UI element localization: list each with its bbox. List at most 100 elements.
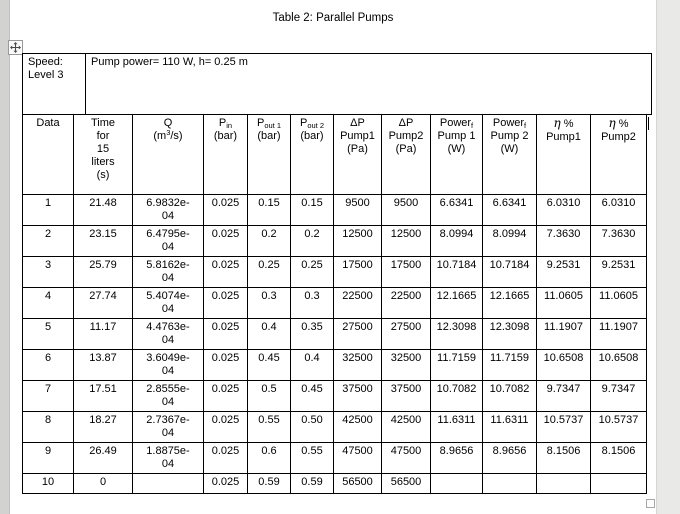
data-cell[interactable]: 23.15	[73, 225, 133, 257]
data-cell[interactable]: 11.0605	[536, 287, 591, 319]
data-cell[interactable]: 37500	[333, 380, 382, 412]
data-cell[interactable]: 10.7082	[430, 380, 483, 412]
data-cell[interactable]: 10	[22, 473, 74, 494]
data-cell[interactable]: 0.15	[247, 194, 291, 226]
data-cell[interactable]: 9.2531	[536, 256, 591, 288]
data-cell[interactable]: 8.9656	[482, 442, 537, 474]
data-cell[interactable]: 25.79	[73, 256, 133, 288]
data-cell[interactable]: 8.0994	[430, 225, 483, 257]
data-cell[interactable]: 10.6508	[590, 349, 647, 381]
data-cell[interactable]: 10.7082	[482, 380, 537, 412]
data-cell[interactable]: 8.1506	[590, 442, 647, 474]
speed-level-cell[interactable]: Speed: Level 3	[22, 53, 86, 115]
data-cell[interactable]: 0.025	[203, 411, 248, 443]
data-cell[interactable]: 8	[22, 411, 74, 443]
data-cell[interactable]: 3.6049e- 04	[132, 349, 204, 381]
data-cell[interactable]: 10.5737	[590, 411, 647, 443]
data-cell[interactable]: 0.025	[203, 225, 248, 257]
data-cell[interactable]	[536, 473, 591, 494]
data-cell[interactable]: 9.7347	[590, 380, 647, 412]
data-cell[interactable]: 17500	[333, 256, 382, 288]
column-header-data[interactable]: Data	[22, 114, 74, 195]
data-cell[interactable]: 11.1907	[590, 318, 647, 350]
data-cell[interactable]: 47500	[381, 442, 431, 474]
data-cell[interactable]: 56500	[333, 473, 382, 494]
data-cell[interactable]: 3	[22, 256, 74, 288]
data-cell[interactable]: 21.48	[73, 194, 133, 226]
data-cell[interactable]: 0.025	[203, 287, 248, 319]
data-cell[interactable]: 0.25	[247, 256, 291, 288]
data-cell[interactable]: 0.025	[203, 473, 248, 494]
data-cell[interactable]: 7.3630	[536, 225, 591, 257]
data-cell[interactable]: 12.1665	[430, 287, 483, 319]
column-header-eta-pump2[interactable]: η % Pump2	[590, 114, 647, 195]
data-cell[interactable]: 27500	[333, 318, 382, 350]
data-cell[interactable]: 0.025	[203, 194, 248, 226]
data-cell[interactable]: 0.55	[247, 411, 291, 443]
data-cell[interactable]: 6.0310	[590, 194, 647, 226]
data-cell[interactable]: 26.49	[73, 442, 133, 474]
data-cell[interactable]: 9500	[381, 194, 431, 226]
data-cell[interactable]: 9.7347	[536, 380, 591, 412]
column-header-p-out-2[interactable]: Pout 2 (bar)	[290, 114, 334, 195]
data-cell[interactable]: 27.74	[73, 287, 133, 319]
data-cell[interactable]: 0.025	[203, 442, 248, 474]
data-cell[interactable]: 56500	[381, 473, 431, 494]
data-cell[interactable]: 10.7184	[430, 256, 483, 288]
column-header-dp-pump2[interactable]: ΔP Pump2 (Pa)	[381, 114, 431, 195]
data-cell[interactable]	[590, 473, 647, 494]
data-cell[interactable]: 0.4	[290, 349, 334, 381]
data-cell[interactable]: 6.6341	[430, 194, 483, 226]
data-cell[interactable]: 0.025	[203, 256, 248, 288]
data-cell[interactable]: 11.17	[73, 318, 133, 350]
data-cell[interactable]: 11.0605	[590, 287, 647, 319]
data-cell[interactable]: 42500	[381, 411, 431, 443]
data-cell[interactable]: 0.25	[290, 256, 334, 288]
column-header-time[interactable]: Time for 15 liters (s)	[73, 114, 133, 195]
data-cell[interactable]: 8.9656	[430, 442, 483, 474]
data-cell[interactable]: 22500	[333, 287, 382, 319]
data-cell[interactable]: 10.7184	[482, 256, 537, 288]
data-cell[interactable]: 7	[22, 380, 74, 412]
data-cell[interactable]: 6.9832e- 04	[132, 194, 204, 226]
data-cell[interactable]: 12.3098	[482, 318, 537, 350]
data-cell[interactable]: 0.4	[247, 318, 291, 350]
data-cell[interactable]: 0.3	[290, 287, 334, 319]
data-cell[interactable]: 0.025	[203, 380, 248, 412]
data-cell[interactable]: 11.6311	[482, 411, 537, 443]
data-cell[interactable]: 9.2531	[590, 256, 647, 288]
data-cell[interactable]: 0.3	[247, 287, 291, 319]
data-cell[interactable]: 6.4795e- 04	[132, 225, 204, 257]
data-cell[interactable]: 0.025	[203, 318, 248, 350]
data-cell[interactable]: 17500	[381, 256, 431, 288]
column-header-eta-pump1[interactable]: η % Pump1	[536, 114, 591, 195]
column-header-dp-pump1[interactable]: ΔP Pump1 (Pa)	[333, 114, 382, 195]
data-cell[interactable]: 0.2	[290, 225, 334, 257]
data-cell[interactable]: 0.6	[247, 442, 291, 474]
data-cell[interactable]: 13.87	[73, 349, 133, 381]
data-cell[interactable]: 12.3098	[430, 318, 483, 350]
data-cell[interactable]: 4.4763e- 04	[132, 318, 204, 350]
data-cell[interactable]: 27500	[381, 318, 431, 350]
data-cell[interactable]: 8.0994	[482, 225, 537, 257]
data-cell[interactable]: 0.15	[290, 194, 334, 226]
data-cell[interactable]: 12.1665	[482, 287, 537, 319]
data-cell[interactable]: 11.1907	[536, 318, 591, 350]
data-cell[interactable]: 0.45	[247, 349, 291, 381]
data-cell[interactable]: 0.50	[290, 411, 334, 443]
data-cell[interactable]: 0.55	[290, 442, 334, 474]
data-cell[interactable]: 9500	[333, 194, 382, 226]
column-header-p-in[interactable]: Pin (bar)	[203, 114, 248, 195]
data-cell[interactable]: 5.8162e- 04	[132, 256, 204, 288]
data-cell[interactable]: 22500	[381, 287, 431, 319]
data-cell[interactable]: 11.7159	[430, 349, 483, 381]
data-cell[interactable]: 0.35	[290, 318, 334, 350]
column-header-q[interactable]: Q (m3/s)	[132, 114, 204, 195]
data-cell[interactable]: 37500	[381, 380, 431, 412]
pump-power-cell[interactable]: Pump power= 110 W, h= 0.25 m	[85, 53, 652, 115]
data-cell[interactable]: 42500	[333, 411, 382, 443]
column-header-power-pump1[interactable]: Powerf Pump 1 (W)	[430, 114, 483, 195]
data-cell[interactable]: 8.1506	[536, 442, 591, 474]
canvas-gutter-right[interactable]	[656, 0, 680, 514]
data-cell[interactable]: 12500	[333, 225, 382, 257]
